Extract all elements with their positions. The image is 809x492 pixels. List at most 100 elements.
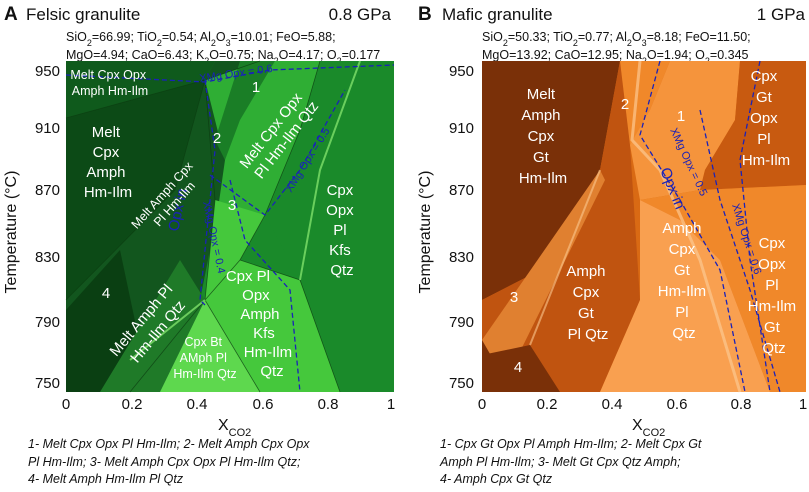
field-label-a-6-line-5: Qtz (260, 363, 283, 380)
contour-b-opx-in (639, 60, 746, 393)
field-a-cpx-bt (160, 300, 260, 392)
field-label-b-0-line-1: Amph (521, 107, 560, 124)
ylabel-a: Temperature (°C) (3, 171, 20, 294)
field-label-a-6-line-2: Amph (240, 306, 279, 323)
field-label-a-7-line-0: Cpx Bt (185, 335, 223, 349)
xtick-b-0-2: 0.2 (537, 396, 558, 413)
field-b-field-3 (482, 170, 605, 392)
field-number-b-3: 3 (510, 289, 518, 306)
ytick-a-790: 790 (35, 314, 60, 331)
panel-b-title: Mafic granulite (442, 5, 553, 24)
field-label-b-3-line-5: Qtz (672, 325, 695, 342)
xtick-a-0-8: 0.8 (318, 396, 339, 413)
field-label-a-7-line-1: AMph Pl (180, 351, 227, 365)
contour-b-xmg-0-6 (739, 60, 771, 393)
panel-b-composition-1: SiO2=50.33; TiO2=0.77; Al2O3=8.18; FeO=1… (482, 30, 751, 48)
plot-area-a: XMg Opx = 0.6 XMg Opx = 0.5 XMg Opx = 0.… (65, 60, 395, 393)
xtick-b-0-8: 0.8 (731, 396, 752, 413)
panel-a-title: Felsic granulite (26, 5, 140, 24)
field-number-a-1: 1 (252, 79, 260, 96)
ytick-b-790: 790 (449, 314, 474, 331)
legend-a: 1- Melt Cpx Opx Pl Hm-Ilm; 2- Melt Amph … (28, 436, 408, 489)
panel-b: B Mafic granulite 1 GPa SiO2=50.33; TiO2… (417, 4, 807, 439)
ytick-b-870: 870 (449, 182, 474, 199)
field-label-b-2: Amph Cpx Gt Pl Qtz (566, 263, 609, 343)
legend-a-line-1: 1- Melt Cpx Opx Pl Hm-Ilm; 2- Melt Amph … (28, 437, 310, 451)
field-a-streak-2 (129, 299, 206, 361)
contour-a-opx-in (199, 79, 216, 306)
field-label-a-1-line-2: Amph (86, 164, 125, 181)
axes-b: 950 910 870 830 790 750 0 0.2 0.4 0.6 0.… (417, 63, 807, 439)
field-label-a-1: Melt Cpx Amph Hm-Ilm (84, 124, 132, 201)
field-a-field-1 (215, 61, 275, 160)
field-a-top-band (66, 61, 215, 118)
legend-a-line-3: 4- Melt Amph Hm-Ilm Pl Qtz (28, 472, 184, 486)
contours-b (639, 60, 781, 393)
panel-b-pressure: 1 GPa (757, 5, 806, 24)
axes-a: 950 910 870 830 790 750 0 0.2 0.4 0.6 0.… (3, 63, 395, 439)
field-label-b-0: Melt Amph Cpx Gt Hm-Ilm (519, 86, 567, 187)
field-number-b-1: 1 (677, 108, 685, 125)
ytick-b-830: 830 (449, 249, 474, 266)
field-label-b-2-line-1: Cpx (573, 284, 600, 301)
contour-b-xmg-0-5 (699, 109, 781, 393)
field-label-b-1-line-0: Cpx (751, 68, 778, 85)
contour-a-xmg-0-5 (209, 89, 346, 216)
legend-b: 1- Cpx Gt Opx Pl Amph Hm-Ilm; 2- Melt Cp… (440, 436, 805, 489)
field-labels-b: Melt Amph Cpx Gt Hm-Ilm Cpx Gt Opx Pl Hm… (510, 68, 796, 376)
ytick-a-950: 950 (35, 63, 60, 80)
xlabel-b: XCO2 (632, 417, 665, 439)
field-label-a-0-line-0: Melt Cpx Opx (70, 68, 146, 82)
legend-a-line-2: Pl Hm-Ilm; 3- Melt Amph Cpx Opx Pl Hm-Il… (28, 454, 301, 469)
field-label-a-6: Cpx Pl Opx Amph Kfs Hm-Ilm Qtz (226, 268, 296, 380)
field-label-b-3-line-1: Cpx (669, 241, 696, 258)
field-label-b-0-line-4: Hm-Ilm (519, 170, 567, 187)
field-label-a-4: Cpx Opx Pl Kfs Qtz (326, 182, 358, 279)
field-label-b-4-line-4: Gt (764, 319, 781, 336)
field-label-b-2-line-0: Amph (566, 263, 605, 280)
legend-b-line-3: 4- Amph Cpx Gt Qtz (440, 472, 553, 486)
contours-a (65, 64, 395, 393)
panel-a-letter: A (4, 4, 18, 25)
field-label-a-1-line-0: Melt (92, 124, 121, 141)
ytick-a-910: 910 (35, 120, 60, 137)
ytick-b-910: 910 (449, 120, 474, 137)
panel-a-composition-1: SiO2=66.99; TiO2=0.54; Al2O3=10.01; FeO=… (66, 30, 336, 48)
field-label-b-3-line-0: Amph (662, 220, 701, 237)
xtick-a-0: 0 (62, 396, 70, 413)
xtick-b-0: 0 (478, 396, 486, 413)
boundary-a-2 (65, 79, 206, 301)
field-label-b-4-line-0: Cpx (759, 235, 786, 252)
panel-a-pressure: 0.8 GPa (329, 5, 392, 24)
field-b-streak-1 (630, 60, 742, 393)
field-label-b-1-line-3: Pl (757, 131, 770, 148)
field-label-a-6-line-4: Hm-Ilm (244, 344, 292, 361)
field-label-a-4-line-0: Cpx (327, 182, 354, 199)
field-label-b-2-line-2: Gt (578, 305, 595, 322)
field-label-a-6-line-1: Opx (242, 287, 270, 304)
panel-a: A Felsic granulite 0.8 GPa SiO2=66.99; T… (3, 4, 395, 439)
ytick-b-750: 750 (449, 375, 474, 392)
field-label-b-3-line-4: Pl (675, 304, 688, 321)
boundary-a-4 (204, 299, 261, 393)
field-a-cpx-pl-opx (205, 260, 340, 392)
ytick-b-950: 950 (449, 63, 474, 80)
xtick-a-0-6: 0.6 (253, 396, 274, 413)
field-number-a-2: 2 (213, 130, 221, 147)
field-label-a-6-line-3: Kfs (253, 325, 275, 342)
field-label-a-1-line-1: Cpx (93, 144, 120, 161)
field-label-b-4-line-3: Hm-Ilm (748, 298, 796, 315)
field-label-b-3: Amph Cpx Gt Hm-Ilm Pl Qtz (658, 220, 711, 342)
field-b-cpx-gt-opx (700, 61, 806, 190)
field-label-b-4-line-2: Pl (765, 277, 778, 294)
field-label-b-4-line-1: Opx (758, 256, 786, 273)
field-label-b-1-line-4: Hm-Ilm (742, 152, 790, 169)
panel-b-letter: B (418, 4, 432, 25)
ytick-a-870: 870 (35, 182, 60, 199)
field-label-b-1-line-2: Opx (750, 110, 778, 127)
field-label-a-0-line-1: Amph Hm-Ilm (72, 84, 148, 98)
field-b-field-4 (482, 345, 560, 392)
field-a-melt-cpx-amph (66, 80, 205, 300)
field-label-a-4-line-3: Kfs (329, 242, 351, 259)
